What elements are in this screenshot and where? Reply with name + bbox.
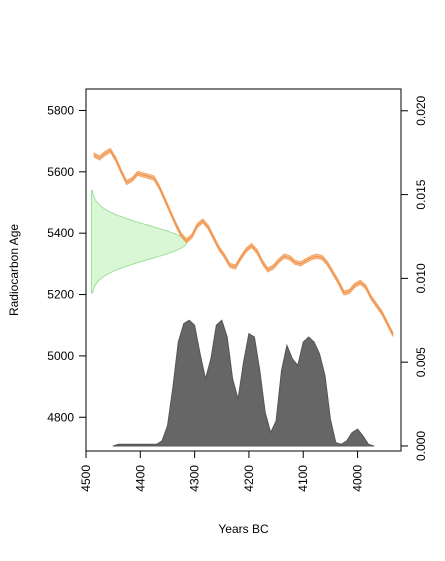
x-axis-label: Years BC xyxy=(218,522,269,536)
y-tick-label-left: 5800 xyxy=(47,103,74,117)
calibration-curve-band xyxy=(93,147,394,337)
y-tick-label-left: 5400 xyxy=(47,226,74,240)
y-tick-label-right: 0.015 xyxy=(414,179,428,209)
y-tick-label-right: 0.020 xyxy=(414,95,428,125)
x-tick-label: 4300 xyxy=(188,465,202,492)
x-tick-label: 4000 xyxy=(351,465,365,492)
x-tick-label: 4400 xyxy=(133,465,147,492)
x-tick-label: 4200 xyxy=(242,465,256,492)
y-tick-label-right: 0.000 xyxy=(414,431,428,461)
y-axis-label: Radiocarbon Age xyxy=(7,224,21,316)
calibration-curve-line xyxy=(93,149,394,335)
y-tick-label-left: 5000 xyxy=(47,349,74,363)
y-tick-label-right: 0.005 xyxy=(414,347,428,377)
x-tick-label: 4500 xyxy=(79,465,93,492)
y-tick-label-left: 5200 xyxy=(47,288,74,302)
y-tick-label-left: 5600 xyxy=(47,165,74,179)
x-tick-label: 4100 xyxy=(296,465,310,492)
y-tick-label-right: 0.010 xyxy=(414,263,428,293)
calibrated-density-area xyxy=(112,319,375,447)
y-tick-label-left: 4800 xyxy=(47,410,74,424)
